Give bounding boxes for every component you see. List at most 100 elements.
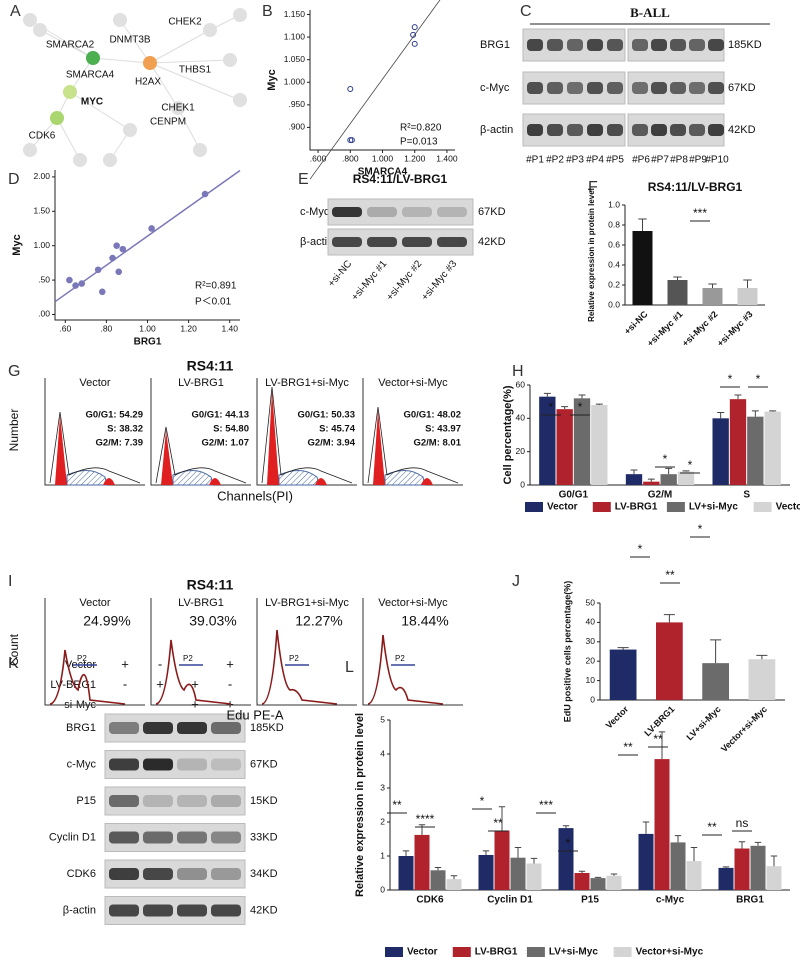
y-tick-label: 0.8 [608, 219, 620, 229]
flow-axis [256, 598, 357, 706]
node-label: SMARCA2 [46, 40, 95, 51]
bar [718, 867, 734, 890]
row-label: BRG1 [66, 722, 96, 734]
x-tick-label: P15 [581, 895, 599, 906]
point [109, 254, 116, 262]
blot-band [143, 795, 173, 807]
error-bar [450, 875, 458, 880]
y-tick-label: 0 [380, 884, 385, 894]
network-edge [92, 57, 151, 64]
network-node [223, 53, 237, 67]
bar [430, 870, 446, 890]
x-tick-label: c-Myc [656, 895, 685, 906]
blot-band [567, 39, 583, 51]
flow-stat: S: 38.32 [107, 424, 143, 435]
y-tick-label: 1 [380, 850, 385, 860]
x-tick-label: 1.400 [436, 153, 458, 163]
annotation: ** [493, 816, 503, 830]
error-bar [754, 841, 762, 846]
error-bar [708, 283, 717, 288]
legend-swatch [526, 947, 545, 957]
lane-label: #P2 [546, 155, 564, 166]
annotation: ns [736, 816, 749, 830]
network-node [73, 153, 87, 167]
blot-band [437, 237, 467, 247]
network-edge [149, 62, 179, 109]
y-axis-label: Myc [266, 69, 278, 90]
network-node [113, 13, 127, 27]
error-bar [647, 478, 655, 482]
row-label: Cyclin D1 [49, 831, 96, 843]
blot-band [143, 868, 173, 880]
bar [526, 863, 542, 890]
flow-stat: G0/G1: 50.33 [297, 410, 355, 421]
network-edge [149, 62, 241, 101]
annotation: * [688, 458, 693, 472]
y-tick-label: 1.0 [608, 199, 620, 209]
lane-label: #P7 [651, 155, 669, 166]
flow-axis [44, 598, 145, 706]
condition-sign: + [156, 676, 164, 691]
flow-sample-name: LV-BRG1+si-Myc [265, 597, 349, 609]
y-tick-label: 1.100 [284, 31, 306, 41]
panel-label: A [10, 3, 21, 20]
network-node [103, 153, 117, 167]
flow-gate-label: P2 [395, 654, 405, 663]
flow-g2-peak [421, 478, 433, 485]
blot-band [708, 82, 724, 94]
flow-axis [362, 598, 463, 706]
blot-band [437, 207, 467, 217]
x-tick-label: Vector+si-Myc [719, 704, 769, 754]
bar [654, 759, 670, 890]
y-tick-label: 0.2 [608, 279, 620, 289]
error-bar [402, 850, 410, 856]
blot-band [332, 237, 362, 247]
size-label: 67KD [728, 82, 756, 94]
bar [656, 622, 683, 700]
annotation: * [698, 522, 703, 536]
flow-axis [150, 598, 251, 706]
network-node [50, 111, 64, 125]
bar [686, 861, 702, 890]
blot-band [211, 795, 241, 807]
error-bar [665, 467, 673, 475]
point [94, 266, 102, 274]
size-label: 15KD [250, 795, 278, 807]
x-tick-label: 1.000 [372, 153, 394, 163]
x-tick-label: Vector [604, 704, 631, 731]
error-bar [610, 873, 618, 876]
x-tick-label: LV+si-Myc [684, 704, 722, 742]
error-bar [770, 855, 778, 867]
legend-swatch [385, 947, 403, 957]
network-edge [56, 117, 81, 161]
x-tick-label: G2/M [648, 490, 672, 501]
blot-band [143, 722, 173, 734]
error-bar [734, 394, 742, 400]
y-tick-label: 60 [516, 379, 526, 389]
flow-stat: G0/G1: 44.13 [191, 410, 249, 421]
flow-trace [261, 386, 353, 484]
blot-band [109, 758, 139, 771]
bar [737, 288, 758, 305]
legend-swatch [666, 502, 685, 512]
chart-title: RS4:11/LV-BRG1 [648, 180, 743, 194]
condition-sign: + [226, 656, 234, 671]
size-label: 33KD [250, 831, 278, 843]
blot-band [143, 904, 173, 917]
error-bar [738, 841, 746, 849]
node-label: THBS1 [179, 65, 212, 76]
y-tick-label: .50 [38, 274, 50, 284]
flow-g2-peak [315, 478, 327, 485]
panel-label: H [512, 363, 524, 380]
annotation: *** [693, 206, 707, 220]
legend-label: Vector+si-Myc [636, 947, 704, 958]
error-bar [658, 731, 666, 760]
blot-band [177, 831, 207, 844]
network-node [86, 51, 100, 65]
panel-label: J [512, 573, 520, 590]
bar [591, 405, 608, 485]
x-tick-label: .800 [342, 153, 359, 163]
panel-label: B [262, 3, 273, 20]
fit-line [309, 0, 441, 180]
